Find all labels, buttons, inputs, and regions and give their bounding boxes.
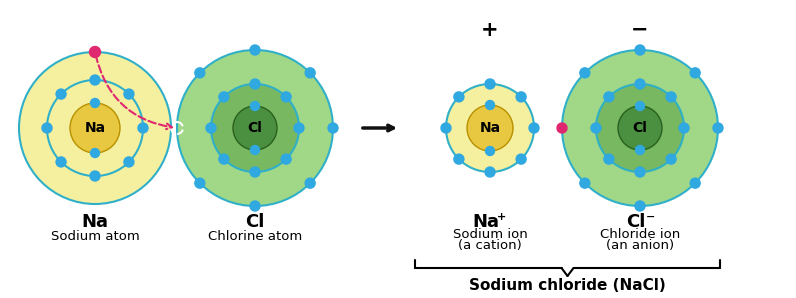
- Circle shape: [251, 102, 259, 111]
- Circle shape: [219, 92, 229, 102]
- Circle shape: [250, 201, 260, 211]
- Text: Na: Na: [84, 121, 106, 135]
- Circle shape: [666, 154, 676, 164]
- Text: Cl: Cl: [245, 213, 265, 231]
- Text: (a cation): (a cation): [458, 240, 522, 252]
- Circle shape: [90, 171, 100, 181]
- Text: Chloride ion: Chloride ion: [600, 229, 680, 241]
- Circle shape: [19, 52, 171, 204]
- Text: −: −: [646, 212, 656, 222]
- Circle shape: [635, 167, 645, 177]
- Circle shape: [56, 157, 66, 167]
- Circle shape: [91, 148, 100, 158]
- Circle shape: [604, 92, 614, 102]
- Circle shape: [596, 84, 684, 172]
- Circle shape: [557, 123, 567, 133]
- Circle shape: [42, 123, 52, 133]
- Circle shape: [195, 178, 205, 188]
- Circle shape: [446, 84, 534, 172]
- Text: Cl: Cl: [248, 121, 263, 135]
- Text: Na: Na: [473, 213, 500, 231]
- Circle shape: [529, 123, 539, 133]
- Circle shape: [591, 123, 601, 133]
- Circle shape: [604, 154, 614, 164]
- Circle shape: [250, 45, 260, 55]
- Circle shape: [89, 46, 100, 58]
- Circle shape: [441, 123, 451, 133]
- Circle shape: [206, 123, 216, 133]
- Circle shape: [281, 92, 291, 102]
- Circle shape: [579, 178, 590, 188]
- Circle shape: [250, 167, 260, 177]
- Text: −: −: [631, 20, 649, 40]
- Circle shape: [91, 99, 100, 108]
- Circle shape: [579, 68, 590, 78]
- Circle shape: [562, 50, 718, 206]
- Circle shape: [124, 89, 134, 99]
- Circle shape: [486, 147, 494, 156]
- Circle shape: [56, 89, 66, 99]
- Circle shape: [219, 154, 229, 164]
- Circle shape: [454, 92, 464, 102]
- Text: +: +: [497, 212, 505, 222]
- Circle shape: [195, 68, 205, 78]
- Text: +: +: [482, 20, 499, 40]
- Circle shape: [485, 167, 495, 177]
- Circle shape: [250, 79, 260, 89]
- Text: Na: Na: [479, 121, 501, 135]
- Circle shape: [679, 123, 689, 133]
- Circle shape: [70, 103, 120, 153]
- Circle shape: [690, 178, 700, 188]
- Circle shape: [635, 45, 645, 55]
- Text: Chlorine atom: Chlorine atom: [208, 229, 302, 243]
- Circle shape: [516, 92, 526, 102]
- Circle shape: [305, 68, 315, 78]
- Circle shape: [635, 79, 645, 89]
- Circle shape: [635, 145, 645, 154]
- Text: Sodium ion: Sodium ion: [453, 229, 528, 241]
- Circle shape: [328, 123, 338, 133]
- Circle shape: [294, 123, 304, 133]
- Circle shape: [454, 154, 464, 164]
- Circle shape: [516, 154, 526, 164]
- Text: Cl: Cl: [626, 213, 646, 231]
- Text: Na: Na: [81, 213, 108, 231]
- Circle shape: [666, 92, 676, 102]
- Circle shape: [635, 201, 645, 211]
- Circle shape: [211, 84, 299, 172]
- Text: (an anion): (an anion): [606, 240, 674, 252]
- Circle shape: [467, 105, 513, 151]
- Circle shape: [281, 154, 291, 164]
- Circle shape: [138, 123, 148, 133]
- Circle shape: [305, 178, 315, 188]
- Circle shape: [177, 50, 333, 206]
- Circle shape: [124, 157, 134, 167]
- Text: Cl: Cl: [633, 121, 647, 135]
- Circle shape: [713, 123, 723, 133]
- Circle shape: [486, 100, 494, 109]
- Text: Sodium atom: Sodium atom: [51, 229, 139, 243]
- Circle shape: [485, 79, 495, 89]
- Circle shape: [233, 106, 277, 150]
- Circle shape: [618, 106, 662, 150]
- Circle shape: [251, 145, 259, 154]
- Circle shape: [635, 102, 645, 111]
- Circle shape: [690, 68, 700, 78]
- Circle shape: [90, 75, 100, 85]
- Text: Sodium chloride (NaCl): Sodium chloride (NaCl): [469, 277, 666, 293]
